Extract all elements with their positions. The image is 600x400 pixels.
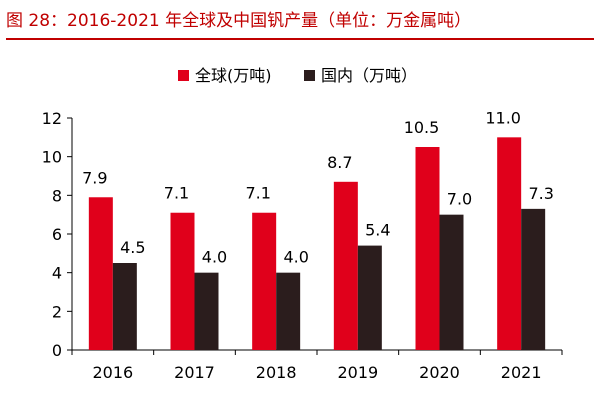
legend-swatch-2 (304, 70, 315, 81)
y-tick-label-4: 4 (52, 264, 62, 283)
bar-china-2017 (194, 272, 219, 350)
y-tick-label-12: 12 (42, 109, 62, 128)
bar-china-2018 (276, 272, 301, 350)
bar-china-2019 (357, 245, 382, 350)
data-label-global-2019: 8.7 (327, 153, 352, 172)
x-tick-label-2017: 2017 (174, 363, 215, 382)
bar-global-2018 (252, 212, 277, 350)
data-label-china-2019: 5.4 (365, 221, 390, 240)
x-tick-label-2019: 2019 (337, 363, 378, 382)
bar-china-2016 (112, 263, 137, 350)
x-tick-label-2018: 2018 (256, 363, 297, 382)
bar-global-2021 (497, 137, 522, 350)
data-label-china-2021: 7.3 (528, 184, 553, 203)
data-label-china-2020: 7.0 (447, 190, 472, 209)
legend-label-1: 全球(万吨) (195, 66, 272, 85)
legend-label-2: 国内（万吨） (321, 66, 417, 85)
bar-global-2020 (415, 147, 440, 350)
data-label-global-2018: 7.1 (245, 184, 270, 203)
x-tick-label-2021: 2021 (501, 363, 542, 382)
x-tick-label-2016: 2016 (92, 363, 133, 382)
y-tick-label-8: 8 (52, 186, 62, 205)
title-underline (6, 38, 594, 40)
bar-global-2019 (333, 181, 358, 350)
data-label-china-2018: 4.0 (283, 248, 308, 267)
data-label-global-2016: 7.9 (82, 168, 107, 187)
data-label-china-2016: 4.5 (120, 238, 145, 257)
y-tick-label-2: 2 (52, 302, 62, 321)
bar-china-2021 (521, 208, 546, 350)
figure-title: 图 28：2016-2021 年全球及中国钒产量（单位：万金属吨） (6, 11, 472, 31)
data-label-global-2017: 7.1 (164, 184, 189, 203)
y-tick-label-6: 6 (52, 225, 62, 244)
y-tick-label-10: 10 (42, 148, 62, 167)
data-label-global-2020: 10.5 (404, 118, 440, 137)
legend-swatch-1 (178, 70, 189, 81)
data-label-china-2017: 4.0 (202, 248, 227, 267)
data-label-global-2021: 11.0 (485, 108, 521, 127)
bar-china-2020 (439, 214, 464, 350)
x-tick-label-2020: 2020 (419, 363, 460, 382)
y-tick-label-0: 0 (52, 341, 62, 360)
bar-global-2017 (170, 212, 195, 350)
bar-global-2016 (88, 197, 113, 350)
